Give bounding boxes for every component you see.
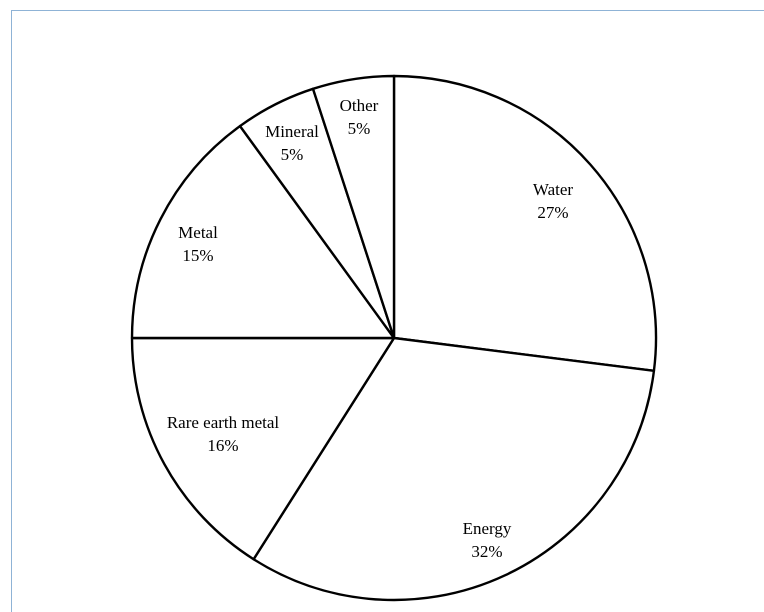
- pie-labels: Water 27% Energy 32% Rare earth metal 16% Meta…: [167, 96, 574, 561]
- slice-percent-energy: 32%: [471, 542, 502, 561]
- slice-label-energy: Energy: [463, 519, 512, 538]
- slice-label-water: Water: [533, 180, 573, 199]
- slice-percent-mineral: 5%: [281, 145, 304, 164]
- slice-percent-water: 27%: [537, 203, 568, 222]
- pie-slice-other: [311, 74, 396, 340]
- pie-slice-water: [392, 74, 658, 373]
- slice-label-other: Other: [340, 96, 379, 115]
- slice-percent-other: 5%: [348, 119, 371, 138]
- slice-label-rare-earth-metal: Rare earth metal: [167, 413, 280, 432]
- pie-slice-rare-earth-metal: [130, 336, 396, 561]
- slice-percent-rare-earth-metal: 16%: [207, 436, 238, 455]
- pie-slices: [130, 74, 658, 602]
- slice-label-metal: Metal: [178, 223, 218, 242]
- slice-label-mineral: Mineral: [265, 122, 319, 141]
- slice-percent-metal: 15%: [182, 246, 213, 265]
- pie-slice-metal: [130, 124, 396, 340]
